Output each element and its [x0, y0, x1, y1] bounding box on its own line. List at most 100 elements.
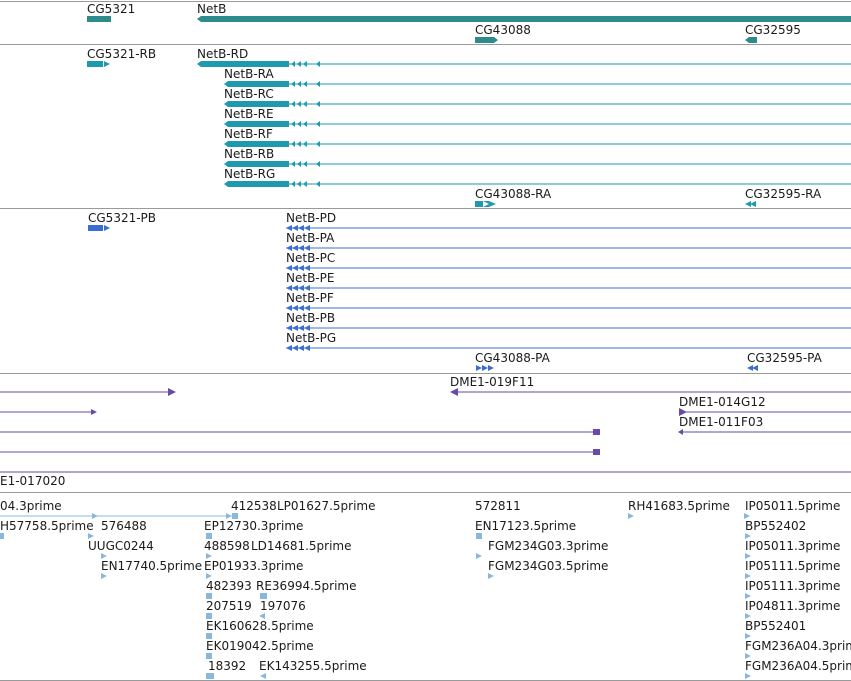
gene-label-netb[interactable]: NetB	[197, 2, 227, 16]
protein-label-netb-pg[interactable]: NetB-PG	[286, 331, 337, 345]
est-glyph[interactable]	[488, 573, 494, 579]
protein-label-netb-pc[interactable]: NetB-PC	[286, 251, 336, 265]
est-glyph[interactable]	[101, 573, 107, 579]
est-glyph[interactable]	[476, 533, 482, 539]
transcript-label-cg5321-rb[interactable]: CG5321-RB	[87, 47, 157, 61]
clone-glyph-row3-left[interactable]	[0, 429, 600, 435]
est-label[interactable]: 482393	[206, 579, 252, 593]
clone-glyph-row2-left[interactable]	[0, 409, 97, 415]
est-label[interactable]: 412538	[231, 499, 277, 513]
est-glyph[interactable]	[628, 513, 634, 519]
protein-glyph-netb-pb[interactable]	[286, 325, 851, 331]
transcript-label-netb-rg[interactable]: NetB-RG	[224, 167, 276, 181]
est-glyph[interactable]	[476, 553, 482, 559]
transcript-label-netb-rd[interactable]: NetB-RD	[197, 47, 249, 61]
est-label[interactable]: UUGC0244	[88, 539, 154, 553]
protein-glyph-cg32595-pa[interactable]	[747, 365, 758, 371]
protein-glyph-netb-pa[interactable]	[286, 245, 851, 251]
gene-glyph-cg43088[interactable]	[475, 37, 498, 43]
est-label[interactable]: FGM236A04.5prime	[745, 659, 851, 673]
est-label[interactable]: 576488	[101, 519, 147, 533]
est-label[interactable]: FGM234G03.3prime	[488, 539, 609, 553]
est-label[interactable]: EN17740.5prime	[101, 559, 203, 573]
est-label[interactable]: FGM236A04.3prime	[745, 639, 851, 653]
protein-glyph-netb-pe[interactable]	[286, 285, 851, 291]
est-label[interactable]: EK143255.5prime	[259, 659, 367, 673]
clone-glyph-dme1-014g12[interactable]	[679, 408, 851, 416]
est-glyph[interactable]	[206, 613, 212, 619]
transcript-label-netb-rf[interactable]: NetB-RF	[224, 127, 273, 141]
transcript-glyph-netb-rf[interactable]	[224, 141, 851, 147]
transcript-glyph-netb-rd[interactable]	[197, 61, 851, 67]
est-glyph[interactable]	[206, 633, 212, 639]
protein-label-netb-pe[interactable]: NetB-PE	[286, 271, 335, 285]
est-label[interactable]: BP552402	[745, 519, 807, 533]
protein-glyph-netb-pc[interactable]	[286, 265, 851, 271]
est-label[interactable]: EP01933.3prime	[204, 559, 304, 573]
transcript-glyph-cg43088-ra[interactable]	[475, 201, 496, 207]
transcript-glyph-netb-rg[interactable]	[224, 181, 851, 187]
est-glyph[interactable]	[206, 653, 212, 659]
est-glyph[interactable]	[259, 613, 265, 619]
est-glyph[interactable]	[206, 533, 212, 539]
clone-glyph-row1-left[interactable]	[0, 388, 176, 396]
est-label[interactable]: BP552401	[745, 619, 807, 633]
transcript-glyph-cg5321-rb[interactable]	[87, 61, 110, 67]
est-label[interactable]: IP05111.5prime	[745, 559, 841, 573]
protein-label-cg32595-pa[interactable]: CG32595-PA	[747, 351, 822, 365]
protein-glyph-netb-pg[interactable]	[286, 345, 851, 351]
protein-label-netb-pb[interactable]: NetB-PB	[286, 311, 336, 325]
est-glyph[interactable]	[745, 533, 751, 539]
protein-glyph-cg43088-pa[interactable]	[476, 365, 494, 371]
est-label[interactable]: IP05111.3prime	[745, 579, 841, 593]
est-glyph[interactable]	[0, 533, 4, 539]
transcript-glyph-cg32595-ra[interactable]	[745, 201, 756, 207]
protein-label-netb-pd[interactable]: NetB-PD	[286, 211, 337, 225]
transcript-label-cg32595-ra[interactable]: CG32595-RA	[745, 187, 822, 201]
transcript-glyph-netb-re[interactable]	[224, 121, 851, 127]
est-glyph[interactable]	[206, 553, 212, 559]
est-label[interactable]: IP05011.3prime	[745, 539, 841, 553]
clone-glyph-row4-left[interactable]	[0, 449, 600, 455]
transcript-glyph-netb-rc[interactable]	[224, 101, 851, 107]
est-glyph[interactable]	[206, 573, 212, 579]
est-label[interactable]: RE36994.5prime	[256, 579, 357, 593]
est-label[interactable]: H57758.5prime	[0, 519, 94, 533]
clone-glyph-dme1-011f03[interactable]	[678, 429, 851, 435]
clone-label-e1-017020[interactable]: E1-017020	[0, 474, 66, 488]
est-label[interactable]: IP05011.5prime	[745, 499, 841, 513]
transcript-glyph-netb-rb[interactable]	[224, 161, 851, 167]
transcript-label-netb-rc[interactable]: NetB-RC	[224, 87, 274, 101]
est-label[interactable]: FGM234G03.5prime	[488, 559, 609, 573]
est-label[interactable]: IP04811.3prime	[745, 599, 841, 613]
protein-label-netb-pf[interactable]: NetB-PF	[286, 291, 334, 305]
clone-label-dme1-014g12[interactable]: DME1-014G12	[679, 395, 766, 409]
protein-label-cg5321-pb[interactable]: CG5321-PB	[88, 211, 157, 225]
est-connector-row1[interactable]	[0, 513, 238, 519]
protein-label-netb-pa[interactable]: NetB-PA	[286, 231, 335, 245]
protein-glyph-cg5321-pb[interactable]	[88, 225, 110, 231]
transcript-glyph-netb-ra[interactable]	[224, 81, 851, 87]
est-label[interactable]: EK160628.5prime	[206, 619, 314, 633]
est-label[interactable]: 207519	[206, 599, 252, 613]
protein-glyph-netb-pd[interactable]	[286, 225, 851, 231]
gene-label-cg32595[interactable]: CG32595	[745, 23, 801, 37]
est-label[interactable]: EP12730.3prime	[204, 519, 304, 533]
transcript-label-netb-rb[interactable]: NetB-RB	[224, 147, 275, 161]
est-label[interactable]: 572811	[475, 499, 521, 513]
est-label[interactable]: RH41683.5prime	[628, 499, 730, 513]
est-label[interactable]: 18392	[208, 659, 247, 673]
gene-label-cg5321[interactable]: CG5321	[87, 2, 136, 16]
est-label[interactable]: LD14681.5prime	[251, 539, 352, 553]
est-glyph[interactable]	[745, 673, 751, 679]
transcript-label-netb-ra[interactable]: NetB-RA	[224, 67, 274, 81]
est-label[interactable]: 488598	[204, 539, 250, 553]
est-glyph[interactable]	[260, 593, 267, 599]
gene-glyph-cg5321[interactable]	[87, 16, 111, 22]
transcript-label-cg43088-ra[interactable]: CG43088-RA	[475, 187, 552, 201]
est-glyph[interactable]	[260, 673, 266, 679]
est-glyph[interactable]	[88, 533, 94, 539]
est-glyph[interactable]	[101, 553, 107, 559]
est-glyph[interactable]	[745, 553, 751, 559]
est-glyph[interactable]	[745, 593, 751, 599]
